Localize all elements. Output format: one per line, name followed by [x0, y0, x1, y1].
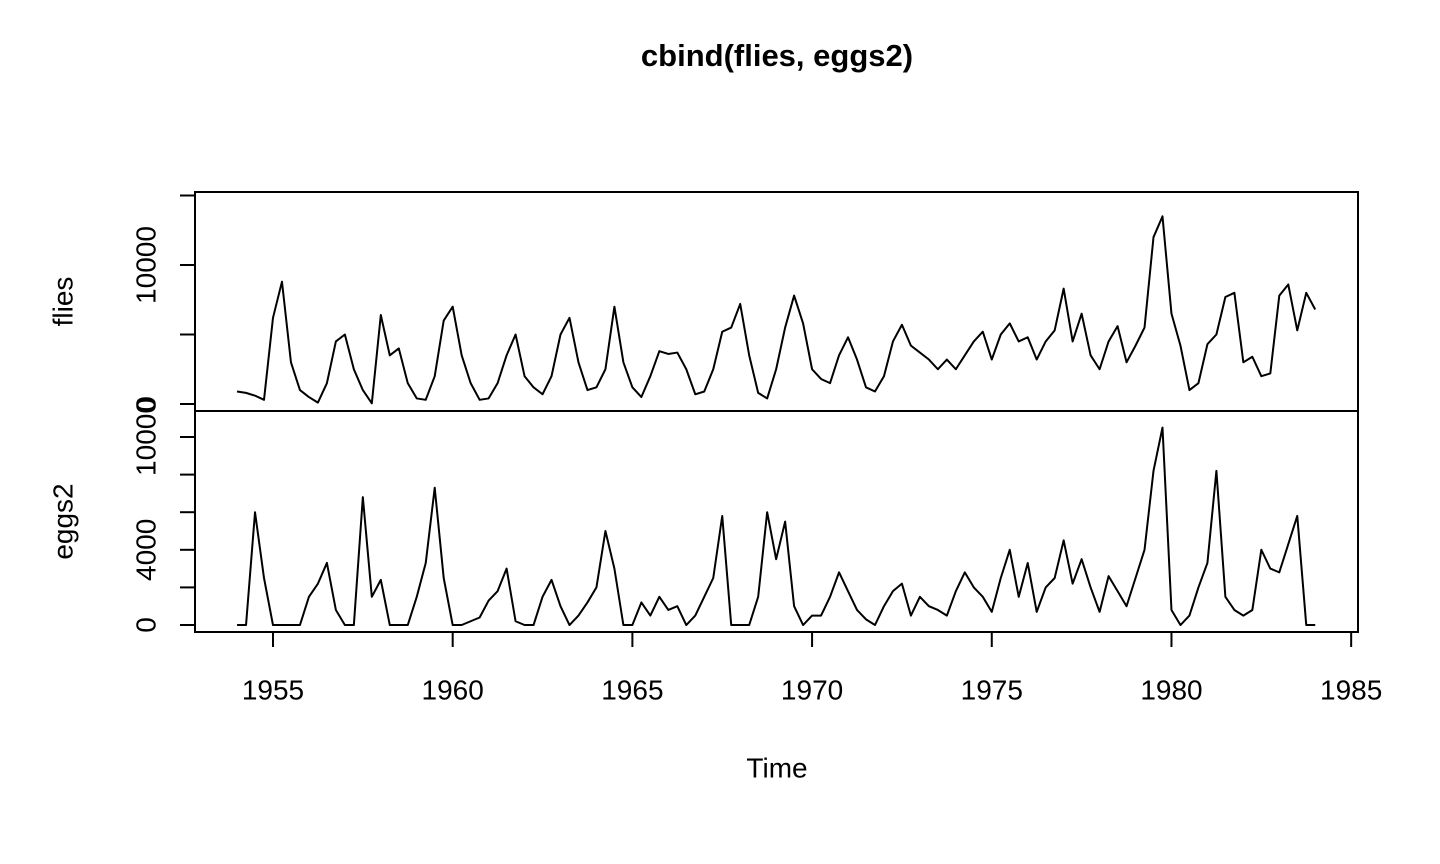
y-axis-label: eggs2 [47, 483, 78, 559]
y-tick-label: 10000 [130, 398, 161, 476]
series-line [236, 215, 1317, 405]
y-tick-label: 0 [130, 396, 161, 412]
x-tick-label: 1970 [781, 674, 843, 705]
x-tick-label: 1975 [961, 674, 1023, 705]
chart-title: cbind(flies, eggs2) [641, 38, 913, 73]
x-tick-label: 1955 [242, 674, 304, 705]
y-tick-label: 0 [130, 617, 161, 633]
x-axis-label: Time [746, 752, 807, 783]
x-tick-label: 1960 [422, 674, 484, 705]
x-tick-label: 1965 [601, 674, 663, 705]
x-tick-label: 1980 [1140, 674, 1202, 705]
y-tick-label: 10000 [130, 226, 161, 304]
y-axis-label: flies [47, 277, 78, 327]
x-tick-label: 1985 [1320, 674, 1382, 705]
y-tick-label: 4000 [130, 519, 161, 581]
series-line [237, 426, 1316, 627]
